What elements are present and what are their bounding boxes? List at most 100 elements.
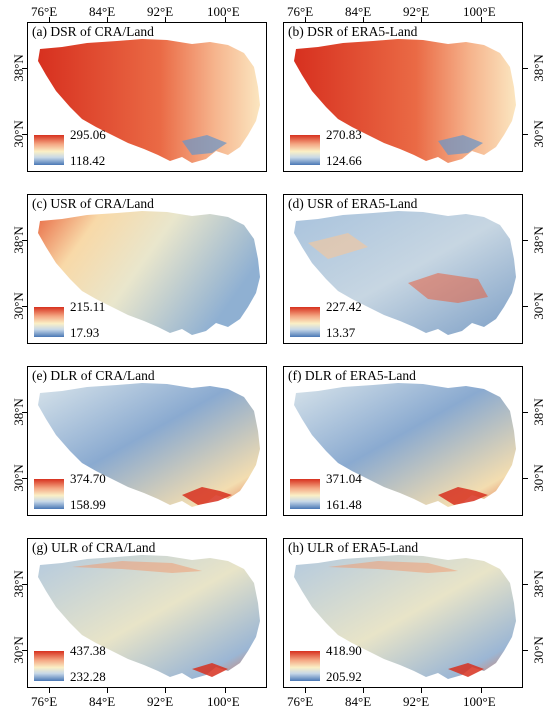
legend-max-value: 418.90: [326, 643, 362, 658]
tibetan-plateau-map: [38, 211, 260, 335]
x-tick-label: 92°E: [147, 694, 174, 709]
x-tick-mark: [49, 17, 50, 22]
x-tick-label: 100°E: [463, 4, 496, 19]
x-tick-label: 76°E: [287, 4, 314, 19]
x-tick-label: 76°E: [287, 694, 314, 709]
x-tick-label: 92°E: [403, 4, 430, 19]
color-legend: 295.06 118.42: [34, 127, 144, 168]
color-legend: 418.90 205.92: [290, 643, 400, 684]
x-tick-mark: [421, 17, 422, 22]
x-tick-mark: [165, 688, 166, 693]
colorbar: [290, 651, 320, 681]
color-legend: 437.38 232.28: [34, 643, 144, 684]
map-panel: (a) DSR of CRA/Land 295.06 118.42: [27, 22, 267, 172]
y-tick-mark: [523, 650, 528, 651]
y-tick-label: 30°N: [530, 636, 546, 664]
tibetan-plateau-map: [38, 555, 260, 679]
x-tick-mark: [225, 688, 226, 693]
tibetan-plateau-map: [294, 39, 516, 163]
panel-title: (h) ULR of ERA5-Land: [288, 540, 419, 555]
x-tick-label: 92°E: [147, 4, 174, 19]
colorbar: [34, 307, 64, 337]
y-tick-label: 30°N: [530, 292, 546, 320]
colorbar: [290, 307, 320, 337]
y-tick-label: 38°N: [530, 398, 546, 426]
colorbar: [34, 651, 64, 681]
legend-max-value: 295.06: [70, 127, 106, 142]
color-legend: 371.04 161.48: [290, 471, 400, 512]
x-tick-label: 100°E: [463, 694, 496, 709]
y-tick-mark: [22, 584, 27, 585]
map-panel: (f) DLR of ERA5-Land 371.04 161.48: [283, 366, 523, 516]
tibetan-plateau-map: [38, 383, 260, 507]
color-legend: 227.42 13.37: [290, 299, 400, 340]
panel-title: (g) ULR of CRA/Land: [32, 540, 156, 555]
tibetan-plateau-map: [294, 211, 516, 335]
legend-min-value: 118.42: [70, 153, 106, 168]
legend-min-value: 232.28: [70, 669, 106, 684]
legend-max-value: 371.04: [326, 471, 362, 486]
colorbar: [290, 479, 320, 509]
y-tick-label: 38°N: [530, 570, 546, 598]
map-panel: (d) USR of ERA5-Land 227.42 13.37: [283, 194, 523, 344]
map-panel: (h) ULR of ERA5-Land 418.90 205.92: [283, 538, 523, 688]
y-tick-mark: [22, 134, 27, 135]
x-tick-mark: [107, 688, 108, 693]
x-tick-mark: [305, 17, 306, 22]
legend-min-value: 13.37: [326, 325, 356, 340]
color-legend: 270.83 124.66: [290, 127, 400, 168]
x-tick-mark: [305, 688, 306, 693]
colorbar: [290, 135, 320, 165]
panel-title: (f) DLR of ERA5-Land: [288, 368, 416, 383]
legend-min-value: 17.93: [70, 325, 100, 340]
panel-title: (e) DLR of CRA/Land: [32, 368, 155, 383]
y-tick-mark: [523, 478, 528, 479]
panel-title: (c) USR of CRA/Land: [32, 196, 154, 211]
colorbar: [34, 479, 64, 509]
y-tick-label: 38°N: [530, 226, 546, 254]
x-tick-label: 100°E: [207, 4, 240, 19]
x-tick-label: 84°E: [89, 694, 116, 709]
tibetan-plateau-map: [294, 383, 516, 507]
legend-min-value: 158.99: [70, 497, 106, 512]
y-tick-mark: [22, 650, 27, 651]
x-tick-mark: [363, 17, 364, 22]
x-tick-label: 100°E: [207, 694, 240, 709]
y-tick-mark: [523, 306, 528, 307]
legend-max-value: 437.38: [70, 643, 106, 658]
map-panel: (b) DSR of ERA5-Land 270.83 124.66: [283, 22, 523, 172]
colorbar: [34, 135, 64, 165]
y-tick-mark: [22, 240, 27, 241]
y-tick-mark: [523, 240, 528, 241]
legend-max-value: 215.11: [70, 299, 106, 314]
legend-min-value: 161.48: [326, 497, 362, 512]
x-tick-mark: [107, 17, 108, 22]
legend-max-value: 227.42: [326, 299, 362, 314]
legend-min-value: 124.66: [326, 153, 362, 168]
x-tick-label: 84°E: [89, 4, 116, 19]
map-panel: (c) USR of CRA/Land 215.11 17.93: [27, 194, 267, 344]
y-tick-mark: [22, 478, 27, 479]
y-tick-mark: [523, 584, 528, 585]
y-tick-mark: [22, 306, 27, 307]
panel-title: (a) DSR of CRA/Land: [32, 24, 154, 39]
color-legend: 374.70 158.99: [34, 471, 144, 512]
x-tick-mark: [481, 17, 482, 22]
x-tick-label: 76°E: [31, 694, 58, 709]
x-tick-mark: [481, 688, 482, 693]
map-panel: (g) ULR of CRA/Land 437.38 232.28: [27, 538, 267, 688]
y-tick-mark: [22, 68, 27, 69]
x-tick-label: 84°E: [345, 694, 372, 709]
panel-title: (b) DSR of ERA5-Land: [288, 24, 418, 39]
legend-min-value: 205.92: [326, 669, 362, 684]
y-tick-mark: [523, 134, 528, 135]
x-tick-mark: [421, 688, 422, 693]
x-tick-label: 76°E: [31, 4, 58, 19]
legend-max-value: 270.83: [326, 127, 362, 142]
x-tick-mark: [49, 688, 50, 693]
tibetan-plateau-map: [294, 555, 516, 679]
x-tick-mark: [363, 688, 364, 693]
x-tick-label: 92°E: [403, 694, 430, 709]
x-tick-label: 84°E: [345, 4, 372, 19]
